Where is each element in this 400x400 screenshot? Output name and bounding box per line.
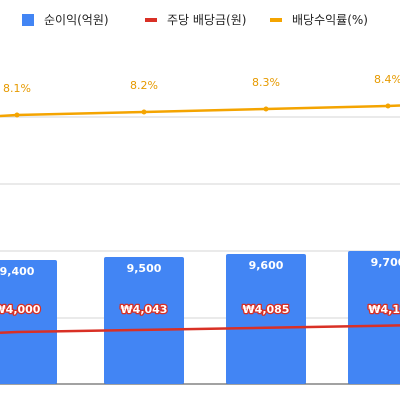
legend-item-dividend-yield[interactable]: 배당수익률(%) bbox=[270, 13, 368, 27]
bar-net-income bbox=[0, 260, 57, 384]
dividend-per-share-label: ₩4,085 bbox=[243, 303, 290, 316]
bar-series bbox=[0, 251, 400, 384]
bar-value-label: 9,600 bbox=[249, 259, 284, 272]
bar-value-label: 9,700 bbox=[371, 256, 400, 269]
dividend-yield-label: 8.1% bbox=[3, 82, 31, 95]
bar-net-income bbox=[226, 254, 306, 384]
dividend-per-share-label: ₩4,000 bbox=[0, 303, 41, 316]
bar-value-label: 9,500 bbox=[127, 262, 162, 275]
legend: 순이익(억원) 주당 배당금(원) 배당수익률(%) bbox=[22, 13, 368, 27]
legend-item-dividend-per-share[interactable]: 주당 배당금(원) bbox=[145, 13, 246, 27]
gridlines bbox=[0, 116, 400, 385]
legend-swatch-net-income bbox=[22, 14, 34, 26]
bar-net-income bbox=[348, 251, 400, 384]
dividend-yield-label: 8.4% bbox=[374, 73, 400, 86]
dividend-per-share-label: ₩4,043 bbox=[121, 303, 168, 316]
line-dividend-yield bbox=[0, 104, 400, 118]
legend-swatch-dividend-per-share bbox=[145, 18, 157, 22]
bar-net-income bbox=[104, 257, 184, 384]
point-dividend-yield bbox=[263, 106, 269, 112]
line-series bbox=[0, 103, 400, 335]
dividend-yield-label: 8.2% bbox=[130, 79, 158, 92]
point-dividend-yield bbox=[385, 103, 391, 109]
line-dividend-per-share bbox=[0, 324, 400, 335]
data-labels: 9,400 9,500 9,600 9,700 ₩4,000 ₩4,043 ₩4,085 ₩4… bbox=[0, 73, 400, 317]
bar-value-label: 9,400 bbox=[0, 265, 35, 278]
legend-label-dividend-yield: 배당수익률(%) bbox=[292, 13, 368, 27]
dividend-per-share-label: ₩4,12 bbox=[368, 303, 400, 316]
legend-swatch-dividend-yield bbox=[270, 18, 282, 22]
legend-item-net-income[interactable]: 순이익(억원) bbox=[22, 13, 109, 27]
point-dividend-yield bbox=[14, 112, 20, 118]
legend-label-dividend-per-share: 주당 배당금(원) bbox=[167, 13, 246, 27]
dividend-yield-label: 8.3% bbox=[252, 76, 280, 89]
legend-label-net-income: 순이익(억원) bbox=[44, 13, 109, 27]
point-dividend-yield bbox=[141, 109, 147, 115]
